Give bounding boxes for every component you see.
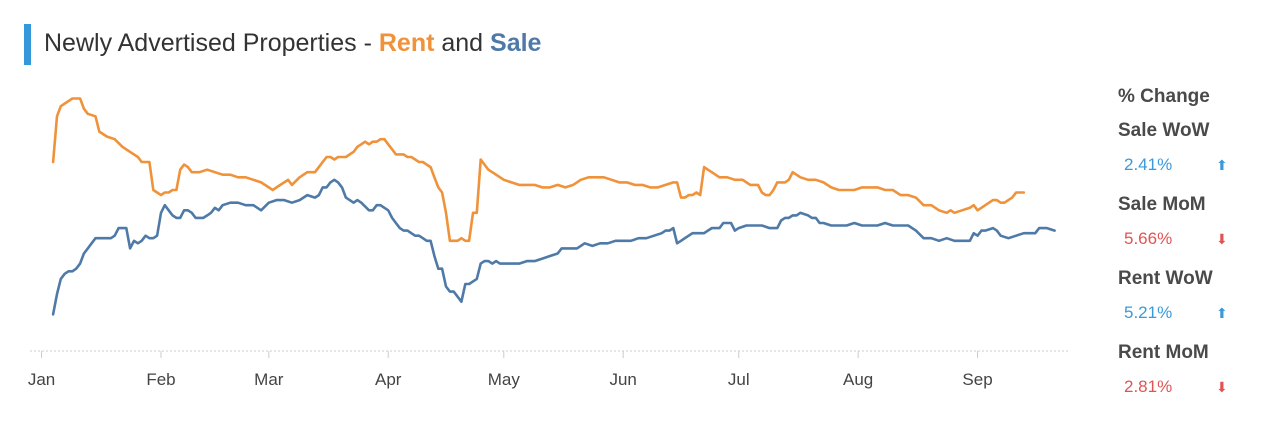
x-tick-label-mar: Mar — [254, 370, 284, 389]
x-tick-label-jul: Jul — [728, 370, 750, 389]
stat-value-rent-mom: 2.81% ⬇ — [1118, 372, 1258, 412]
x-tick-label-aug: Aug — [843, 370, 873, 389]
arrow-up-icon: ⬆ — [1216, 298, 1228, 328]
stat-label-rent-mom: Rent MoM — [1118, 338, 1258, 372]
x-tick-label-jun: Jun — [609, 370, 636, 389]
stat-value: 2.81% — [1124, 372, 1172, 402]
stat-value: 2.41% — [1124, 150, 1172, 180]
line-chart: Jan Feb Mar Apr May Jun Jul Aug Sep — [0, 0, 1100, 432]
stat-value-rent-wow: 5.21% ⬆ — [1118, 298, 1258, 338]
stat-label-sale-wow: Sale WoW — [1118, 116, 1258, 150]
stat-value-sale-wow: 2.41% ⬆ — [1118, 150, 1258, 190]
x-axis-ticks: Jan Feb Mar Apr May Jun Jul Aug Sep — [28, 351, 993, 389]
series-line-sale — [53, 180, 1055, 315]
arrow-down-icon: ⬇ — [1216, 224, 1228, 254]
x-tick-label-jan: Jan — [28, 370, 55, 389]
x-tick-label-sep: Sep — [962, 370, 992, 389]
x-tick-label-feb: Feb — [146, 370, 175, 389]
stat-value-sale-mom: 5.66% ⬇ — [1118, 224, 1258, 264]
chart-series-layer — [53, 99, 1055, 315]
x-tick-label-may: May — [488, 370, 521, 389]
stat-label-sale-mom: Sale MoM — [1118, 190, 1258, 224]
stat-label-rent-wow: Rent WoW — [1118, 264, 1258, 298]
stat-value: 5.21% — [1124, 298, 1172, 328]
arrow-up-icon: ⬆ — [1216, 150, 1228, 180]
x-tick-label-apr: Apr — [375, 370, 402, 389]
percent-change-heading: % Change — [1118, 82, 1258, 116]
arrow-down-icon: ⬇ — [1216, 372, 1228, 402]
stat-value: 5.66% — [1124, 224, 1172, 254]
percent-change-panel: % Change Sale WoW 2.41% ⬆ Sale MoM 5.66%… — [1118, 82, 1258, 412]
series-line-rent — [53, 99, 1024, 241]
